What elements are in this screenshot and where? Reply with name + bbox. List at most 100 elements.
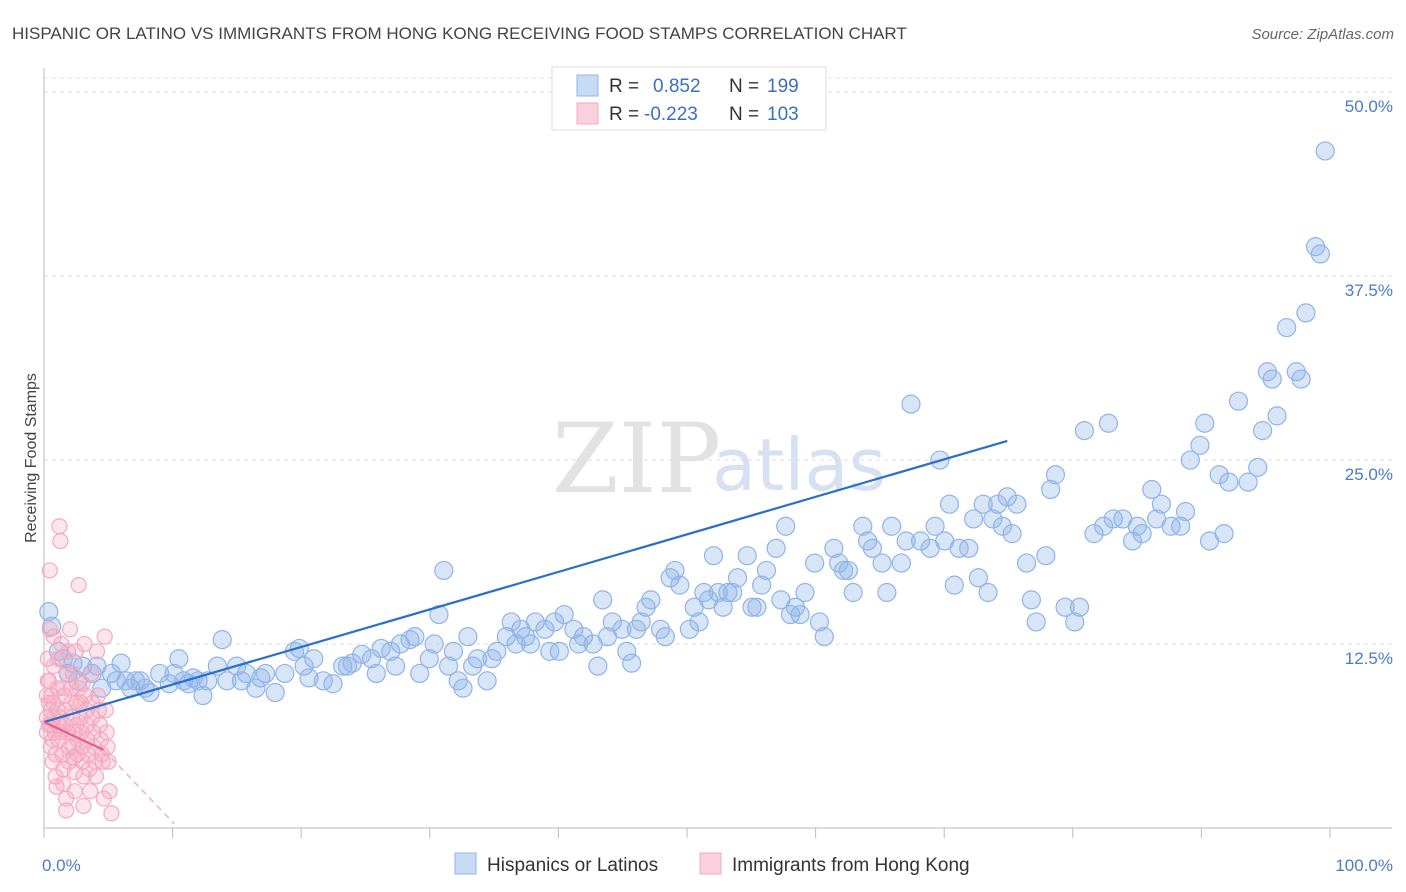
hispanic-point-53	[366, 663, 386, 684]
hispanic-point-125	[776, 516, 796, 536]
hispanic-point-123	[766, 538, 786, 558]
hispanic-point-112	[703, 546, 724, 566]
hispanic-point-202	[1262, 369, 1282, 389]
hispanic-point-172	[1055, 597, 1075, 617]
hispanic-point-156	[963, 509, 984, 529]
hispanic-point-149	[925, 516, 945, 536]
legend-n-label-2: N =	[729, 104, 759, 125]
hispanic-point-86	[554, 604, 574, 625]
hispanic-point-109	[689, 612, 709, 632]
hispanic-point-97	[622, 653, 642, 673]
legend-n-value-2: 103	[767, 104, 799, 125]
hispanic-point-135	[833, 560, 854, 581]
hispanic-point-117	[727, 568, 748, 588]
hispanic-point-38	[255, 663, 276, 684]
hispanic-point-129	[795, 582, 815, 603]
y-tick-labels: 12.5% 25.0% 37.5% 50.0%	[1345, 97, 1393, 668]
trend-lines	[43, 439, 1008, 825]
hispanic-point-144	[891, 553, 911, 573]
hispanic-point-85	[549, 641, 569, 661]
hispanic-point-122	[756, 560, 777, 581]
hispanic-point-56	[386, 656, 406, 676]
hispanic-point-121	[752, 575, 772, 595]
hongkong-point-81	[89, 687, 107, 704]
hispanic-point-177	[1094, 516, 1114, 536]
hispanic-point-209	[1310, 244, 1330, 264]
y-tick-label-2: 37.5%	[1345, 281, 1393, 300]
hongkong-point-38	[59, 665, 76, 682]
hispanic-point-44	[299, 668, 319, 688]
hongkong-point-95	[55, 680, 72, 697]
legend-swatch-hongkong	[576, 102, 599, 125]
hispanic-point-141	[872, 553, 892, 573]
legend-r-label-1: R =	[609, 76, 639, 97]
hispanic-point-35	[236, 663, 256, 684]
hispanic-point-83	[540, 641, 560, 661]
hispanic-point-47	[323, 674, 343, 694]
hispanic-point-197	[1228, 391, 1249, 411]
hispanic-point-0	[39, 602, 59, 622]
hispanic-point-76	[501, 612, 521, 632]
y-tick-label-3: 50.0%	[1345, 97, 1393, 116]
hispanic-point-55	[381, 641, 401, 661]
hispanic-point-92	[593, 590, 613, 610]
hongkong-point-99	[64, 665, 81, 682]
hongkong-point-92	[100, 753, 117, 770]
hispanic-point-167	[1021, 590, 1041, 610]
hispanic-point-81	[525, 612, 545, 632]
hispanic-point-170	[1041, 479, 1061, 500]
hongkong-point-94	[103, 805, 120, 822]
hispanic-point-158	[973, 494, 993, 514]
hispanic-point-23	[169, 649, 189, 669]
hispanic-point-80	[520, 634, 541, 654]
hispanic-point-32	[217, 671, 237, 691]
hispanic-point-147	[910, 531, 931, 551]
hispanic-point-62	[424, 634, 444, 654]
watermark-zip: ZIP	[552, 403, 721, 515]
hispanic-point-51	[352, 644, 372, 664]
hispanic-point-136	[838, 560, 858, 581]
hispanic-point-65	[438, 656, 459, 676]
trend-line-1	[43, 721, 105, 751]
hispanic-point-95	[612, 619, 632, 639]
watermark: ZIP atlas	[552, 403, 886, 515]
hispanic-point-188	[1171, 516, 1191, 536]
hispanic-point-96	[617, 641, 637, 661]
hispanic-point-196	[1219, 472, 1239, 492]
hispanic-point-166	[1016, 553, 1037, 573]
hispanic-point-59	[405, 627, 425, 647]
hispanic-point-173	[1065, 612, 1085, 632]
hispanic-point-72	[477, 671, 497, 691]
hispanic-point-195	[1214, 524, 1234, 544]
hispanic-point-60	[410, 663, 430, 684]
hispanic-point-169	[1036, 546, 1056, 566]
hispanic-point-174	[1069, 597, 1090, 617]
bottom-legend-swatch-hispanics	[454, 852, 477, 875]
hispanic-point-189	[1175, 501, 1196, 522]
hispanic-point-153	[944, 575, 964, 595]
hongkong-point-98	[40, 672, 57, 689]
hispanic-point-107	[679, 619, 700, 639]
hispanic-point-179	[1103, 509, 1123, 529]
hispanic-point-184	[1142, 479, 1162, 500]
hispanic-point-103	[655, 627, 675, 647]
hispanic-point-64	[434, 560, 454, 581]
hispanic-point-163	[997, 487, 1017, 507]
y-tick-label-1: 25.0%	[1345, 465, 1393, 484]
hispanic-point-105	[665, 560, 685, 581]
hispanic-point-36	[246, 678, 266, 698]
hongkong-point-8	[41, 562, 58, 579]
series-immigrants-from-hong-kong	[38, 518, 120, 822]
hongkong-point-91	[99, 738, 116, 756]
hispanic-point-171	[1045, 465, 1066, 485]
x-tick-label-1: 100.0%	[1335, 856, 1393, 875]
hispanic-point-160	[983, 509, 1003, 529]
chart-title: HISPANIC OR LATINO VS IMMIGRANTS FROM HO…	[12, 24, 907, 43]
hispanic-point-187	[1161, 516, 1181, 536]
bottom-legend-hispanics: Hispanics or Latinos	[487, 855, 658, 876]
hispanic-point-140	[862, 538, 883, 558]
hispanic-point-142	[877, 582, 897, 603]
hongkong-point-86	[94, 753, 111, 770]
hispanic-point-165	[1007, 494, 1027, 514]
hispanic-point-206	[1291, 369, 1311, 389]
